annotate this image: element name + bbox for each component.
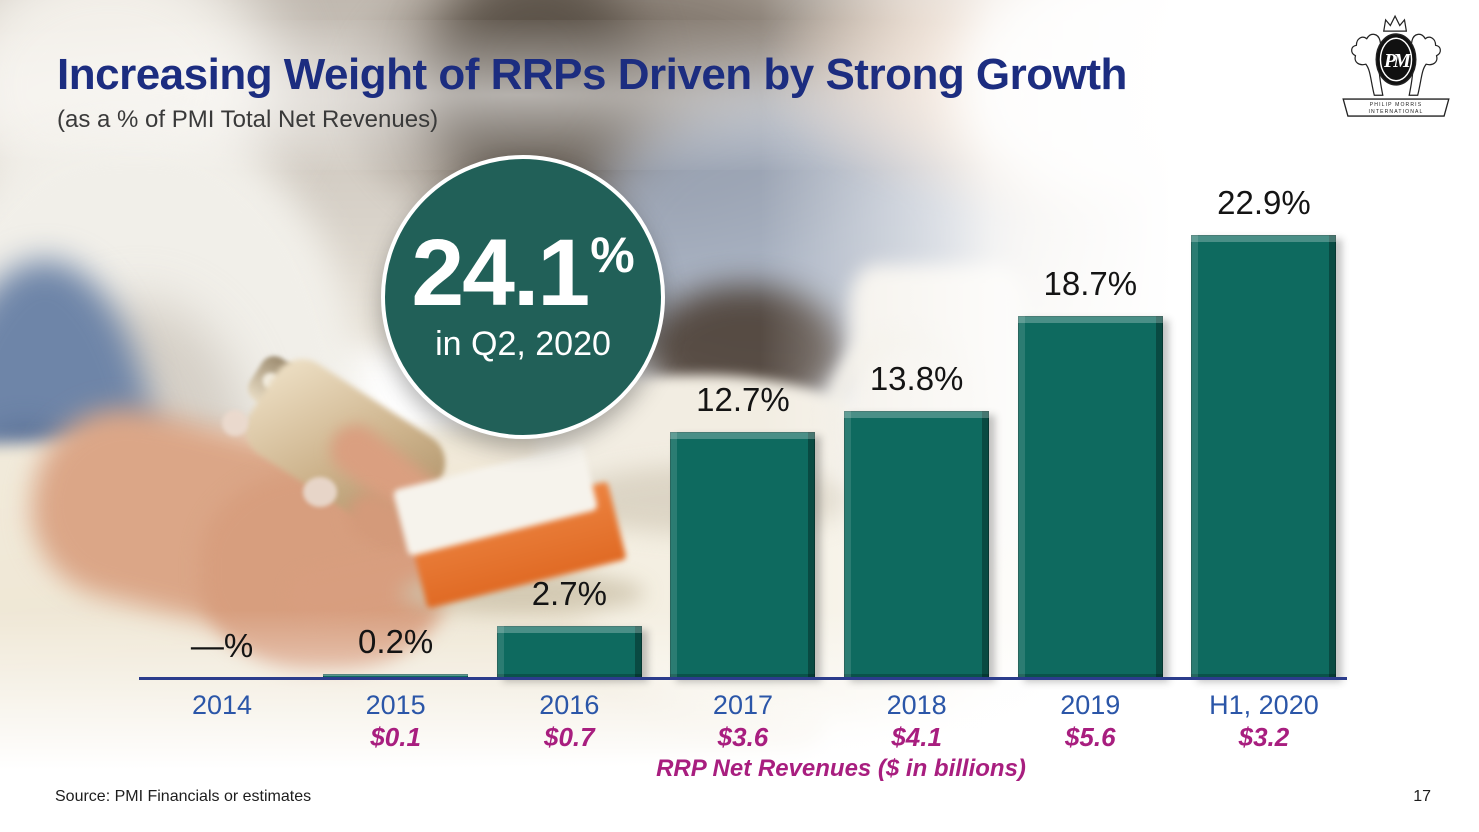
axis-column-H1, 2020: H1, 2020 $3.2 xyxy=(1181,690,1347,751)
axis-column-2015: 2015 $0.1 xyxy=(313,690,479,751)
year-label: 2015 xyxy=(365,690,426,720)
bar-column-2014: —% xyxy=(139,627,305,678)
page-title: Increasing Weight of RRPs Driven by Stro… xyxy=(57,50,1127,99)
bar-chart: —% 0.2% 2.7% 12.7% 13.8% 18.7% 22.9% xyxy=(139,0,1347,678)
bar-column-2018: 13.8% xyxy=(834,360,1000,678)
year-label: 2018 xyxy=(886,690,947,720)
revenue-label: $5.6 xyxy=(1064,722,1116,752)
badge-caption: in Q2, 2020 xyxy=(435,325,611,364)
axis-column-2017: 2017 $3.6 xyxy=(660,690,826,751)
badge-value: 24.1 xyxy=(411,219,590,326)
year-label: 2017 xyxy=(712,690,773,720)
percent-label: 2.7% xyxy=(531,575,607,612)
badge-value-row: 24.1 % xyxy=(411,219,635,326)
bar-column-2016: 2.7% xyxy=(486,575,652,678)
axis-column-2016: 2016 $0.7 xyxy=(486,690,652,751)
x-axis-caption: RRP Net Revenues ($ in billions) xyxy=(656,755,1026,782)
percent-label: 0.2% xyxy=(358,623,434,660)
q2-2020-badge: 24.1 % in Q2, 2020 xyxy=(381,155,665,439)
logo-monogram: PM xyxy=(1383,50,1412,72)
source-note: Source: PMI Financials or estimates xyxy=(55,788,312,805)
bar-2018 xyxy=(844,411,990,678)
logo-ribbon-top-text: PHILIP MORRIS xyxy=(1370,102,1422,108)
percent-label: 18.7% xyxy=(1043,265,1138,302)
axis-column-2018: 2018 $4.1 xyxy=(834,690,1000,751)
page-subtitle: (as a % of PMI Total Net Revenues) xyxy=(57,106,439,133)
bar-column-H1, 2020: 22.9% xyxy=(1181,184,1347,678)
pmi-logo: PM PHILIP MORRIS INTERNATIONAL xyxy=(1342,14,1450,117)
percent-label: 12.7% xyxy=(696,381,790,418)
percent-label: 22.9% xyxy=(1217,184,1311,221)
bar-column-2019: 18.7% xyxy=(1007,265,1173,678)
percent-label: 13.8% xyxy=(869,360,964,397)
bar-2015 xyxy=(323,674,469,678)
logo-ribbon-bottom-text: INTERNATIONAL xyxy=(1369,109,1424,115)
year-label: 2014 xyxy=(191,690,253,720)
photo-fingernail xyxy=(303,477,337,507)
bar-2017 xyxy=(670,432,816,678)
page-number: 17 xyxy=(1413,788,1431,805)
logo-crown-icon xyxy=(1383,14,1408,32)
axis-column-2019: 2019 $5.6 xyxy=(1007,690,1173,751)
bar-column-2017: 12.7% xyxy=(660,381,826,678)
x-axis-line xyxy=(139,677,1347,680)
logo-oval xyxy=(1375,33,1417,86)
logo-ribbon xyxy=(1342,98,1450,117)
revenue-label xyxy=(139,723,305,751)
revenue-label: $0.1 xyxy=(370,722,421,752)
bar-2019 xyxy=(1017,316,1163,678)
year-label: 2016 xyxy=(539,690,600,720)
year-label: 2019 xyxy=(1060,690,1121,720)
bar-H1, 2020 xyxy=(1191,235,1337,678)
bar-column-2015: 0.2% xyxy=(313,623,479,678)
photo-fingernail xyxy=(222,410,248,436)
revenue-label: $4.1 xyxy=(891,722,942,752)
logo-oval-ring xyxy=(1379,37,1413,82)
bar-2016 xyxy=(496,626,642,678)
xlabels-row: 2014 2015 $0.1 2016 $0.7 2017 $3.6 2018 $4.1 2019… xyxy=(139,690,1347,751)
year-label: H1, 2020 xyxy=(1209,690,1319,720)
percent-label: —% xyxy=(190,627,254,664)
axis-column-2014: 2014 xyxy=(139,690,305,751)
revenue-label: $0.7 xyxy=(544,722,595,752)
bars-row: —% 0.2% 2.7% 12.7% 13.8% 18.7% 22.9% xyxy=(139,184,1347,678)
revenue-label: $3.2 xyxy=(1238,722,1290,752)
revenue-label: $3.6 xyxy=(717,722,769,752)
badge-percent-sign: % xyxy=(590,226,635,283)
